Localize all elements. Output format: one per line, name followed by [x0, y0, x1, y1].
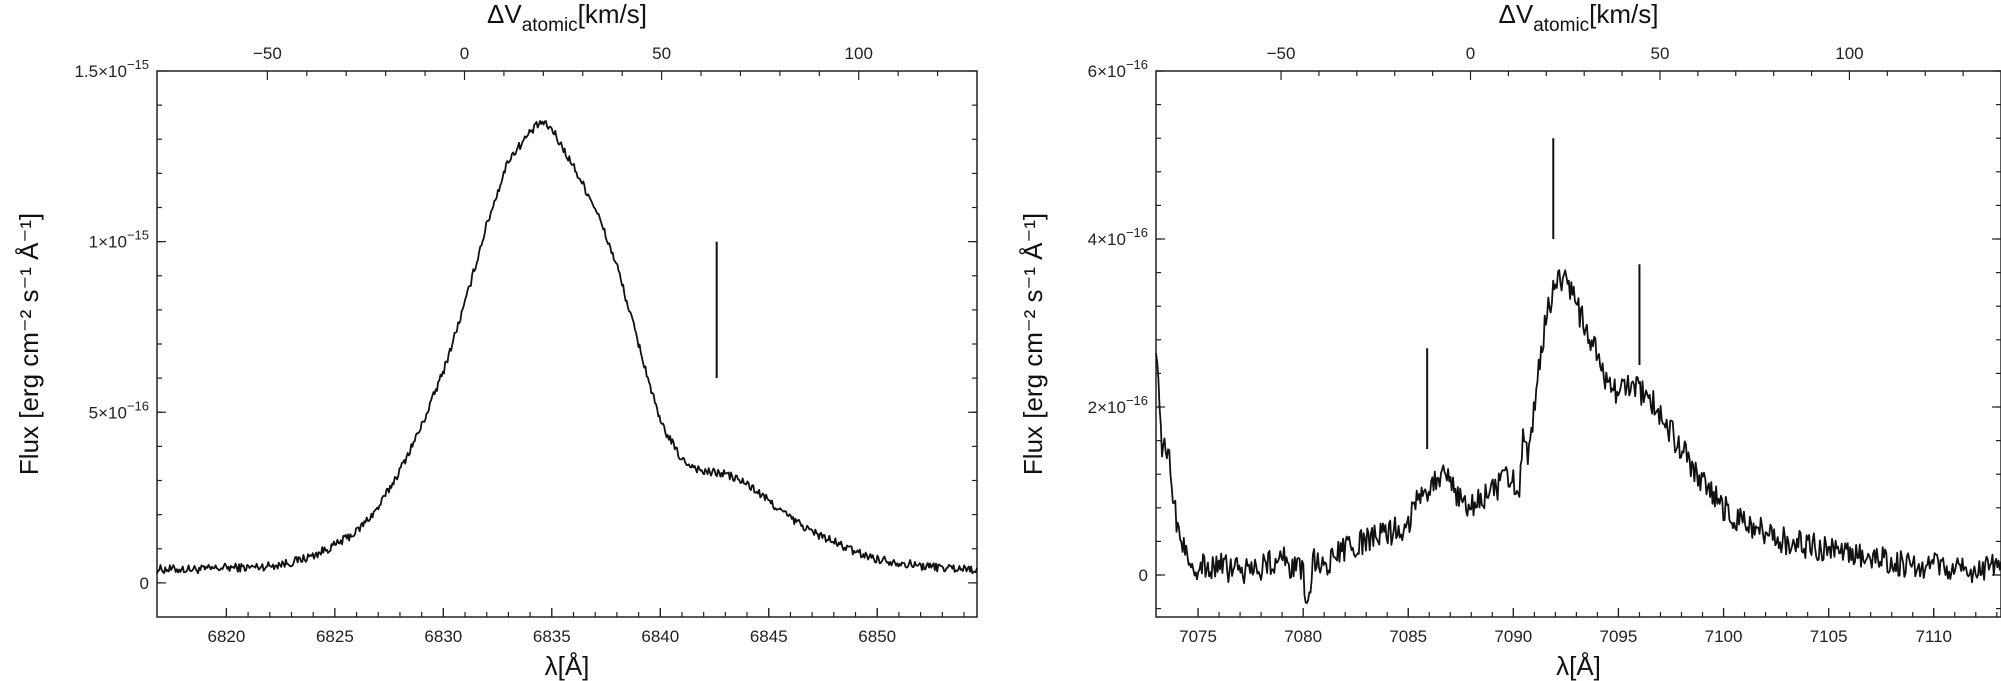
x-tick-label: 6850: [858, 627, 896, 646]
x-tick-label: 7100: [1705, 627, 1743, 646]
x-tick-label: 7095: [1600, 627, 1638, 646]
y-tick-mantissa: 0: [1139, 566, 1148, 585]
x-tick-label: 7105: [1810, 627, 1848, 646]
right-spectrum-panel: 7075 7080 7085 7090 7095 7100 7105 7110 −50 0 50 10…: [1018, 0, 2001, 681]
top-tick-label: −50: [1267, 44, 1296, 63]
x-tick-label: 6835: [533, 627, 571, 646]
x-tick-label: 7085: [1389, 627, 1427, 646]
y-tick-exponent: −16: [1126, 57, 1148, 72]
x-tick-label: 6830: [424, 627, 462, 646]
x-axis-title: λ[Å]: [545, 651, 590, 681]
top-tick-label: 0: [1466, 44, 1475, 63]
y-tick-mantissa: 1.5×10: [74, 62, 126, 81]
x-tick-label: 7090: [1494, 627, 1532, 646]
y-axis-title: Flux [erg cm⁻² s⁻¹ Å⁻¹]: [1018, 213, 1048, 475]
x-tick-label: 6820: [208, 627, 246, 646]
y-tick-label: 2×10−16: [1088, 393, 1148, 417]
y-tick-exponent: −16: [127, 398, 149, 413]
left-spectrum-panel: 6820 6825 6830 6835 6840 6845 6850 −50 0 50 100 0 5×…: [14, 0, 978, 681]
x-tick-label: 6845: [750, 627, 788, 646]
x-tick-label: 7110: [1915, 627, 1952, 646]
top-axis-title-sub: atomic: [1533, 15, 1589, 36]
x-tick-label: 6825: [316, 627, 354, 646]
x-tick-label: 7080: [1284, 627, 1322, 646]
x-tick-label: 6840: [641, 627, 679, 646]
top-axis-title-unit: [km/s]: [1589, 0, 1658, 29]
top-axis-title: ΔVatomic[km/s]: [1498, 0, 1658, 36]
y-tick-label: 0: [140, 574, 149, 593]
y-tick-label: 1.5×10−15: [74, 57, 149, 81]
y-tick-label: 4×10−16: [1088, 225, 1148, 249]
y-tick-label: 6×10−16: [1088, 57, 1148, 81]
y-tick-mantissa: 5×10: [89, 403, 127, 422]
y-tick-mantissa: 1×10: [89, 233, 127, 252]
y-tick-label: 1×10−15: [89, 228, 149, 252]
x-tick-label: 7075: [1179, 627, 1217, 646]
y-tick-mantissa: 0: [140, 574, 149, 593]
top-axis-title-main: ΔV: [1498, 0, 1533, 29]
x-axis-title: λ[Å]: [1556, 651, 1601, 681]
top-tick-label: 0: [460, 44, 469, 63]
y-tick-exponent: −15: [127, 57, 149, 72]
y-tick-exponent: −16: [1126, 393, 1148, 408]
y-tick-exponent: −16: [1126, 225, 1148, 240]
top-tick-label: 100: [845, 44, 873, 63]
top-axis-title: ΔVatomic[km/s]: [487, 0, 647, 36]
y-tick-mantissa: 2×10: [1088, 398, 1126, 417]
spectrum-trace: [1155, 269, 2001, 604]
top-axis-title-unit: [km/s]: [578, 0, 647, 29]
y-tick-exponent: −15: [127, 228, 149, 243]
y-tick-mantissa: 4×10: [1088, 230, 1126, 249]
y-tick-mantissa: 6×10: [1088, 62, 1126, 81]
y-tick-label: 0: [1139, 566, 1148, 585]
y-axis-title: Flux [erg cm⁻² s⁻¹ Å⁻¹]: [14, 213, 44, 475]
top-axis-title-main: ΔV: [487, 0, 522, 29]
y-tick-label: 5×10−16: [89, 398, 149, 422]
top-tick-label: 50: [1651, 44, 1670, 63]
plot-frame: [156, 70, 978, 618]
top-tick-label: 50: [652, 44, 671, 63]
plot-frame: [1155, 70, 2001, 618]
top-tick-label: 100: [1835, 44, 1863, 63]
top-tick-label: −50: [253, 44, 282, 63]
spectrum-trace: [156, 120, 978, 575]
top-axis-title-sub: atomic: [522, 15, 578, 36]
